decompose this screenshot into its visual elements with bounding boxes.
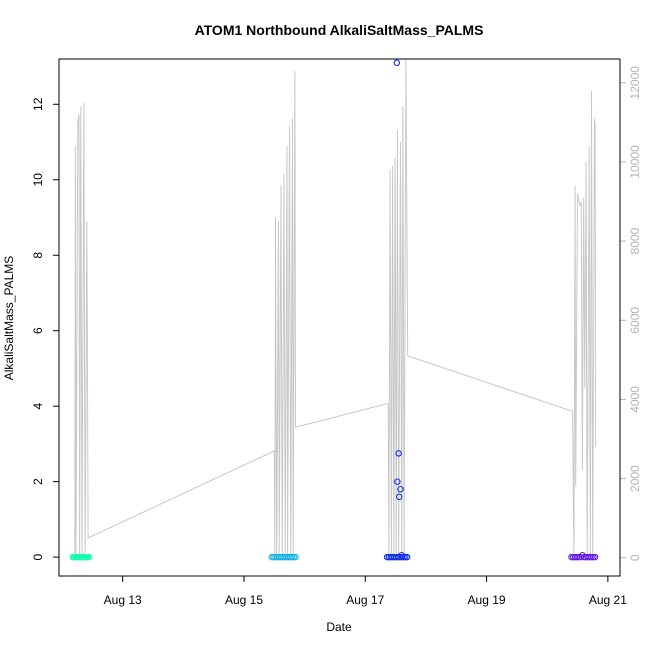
y-axis-label: AlkaliSaltMass_PALMS bbox=[2, 256, 16, 381]
data-point-flight-3 bbox=[403, 553, 411, 561]
data-point-flight-4 bbox=[591, 553, 599, 561]
points-layer bbox=[69, 59, 599, 561]
x-tick-label: Aug 17 bbox=[346, 593, 384, 607]
right-tick-label: 10000 bbox=[628, 145, 642, 179]
data-point-flight-1 bbox=[85, 553, 92, 561]
chart-title: ATOM1 Northbound AlkaliSaltMass_PALMS bbox=[195, 22, 484, 38]
y-tick-label: 2 bbox=[31, 478, 45, 485]
right-tick-label: 0 bbox=[628, 554, 642, 561]
y-tick-label: 10 bbox=[31, 173, 45, 187]
data-point-flight-2 bbox=[292, 553, 299, 561]
data-point-flight-3 bbox=[398, 551, 405, 559]
x-tick-label: Aug 15 bbox=[225, 593, 263, 607]
y-tick-label: 0 bbox=[31, 553, 45, 560]
x-tick-label: Aug 13 bbox=[104, 593, 142, 607]
plot-frame bbox=[58, 58, 621, 577]
right-tick-label: 2000 bbox=[628, 465, 642, 492]
x-tick-label: Aug 21 bbox=[589, 593, 627, 607]
y-tick-label: 8 bbox=[31, 252, 45, 259]
secondary-line-layer bbox=[74, 58, 597, 558]
data-point-flight-3 bbox=[395, 493, 403, 501]
right-tick-label: 6000 bbox=[628, 307, 642, 334]
x-tick-label: Aug 19 bbox=[468, 593, 506, 607]
right-tick-label: 12000 bbox=[628, 66, 642, 100]
axes-layer: Aug 13 Aug 15 Aug 17 Aug 19 Aug 210246810120… bbox=[31, 66, 642, 607]
data-point-flight-3 bbox=[393, 59, 401, 67]
x-axis-label: Date bbox=[326, 620, 352, 634]
y-tick-label: 12 bbox=[31, 97, 45, 111]
right-tick-label: 4000 bbox=[628, 386, 642, 413]
y-tick-label: 4 bbox=[31, 403, 45, 410]
data-point-flight-3 bbox=[397, 485, 404, 493]
data-point-flight-4 bbox=[573, 553, 581, 561]
y-tick-label: 6 bbox=[31, 327, 45, 334]
secondary-series-line bbox=[74, 58, 597, 558]
data-point-flight-3 bbox=[395, 450, 402, 457]
data-point-flight-3 bbox=[394, 478, 401, 485]
right-tick-label: 8000 bbox=[628, 227, 642, 254]
data-point-flight-4 bbox=[579, 551, 586, 559]
